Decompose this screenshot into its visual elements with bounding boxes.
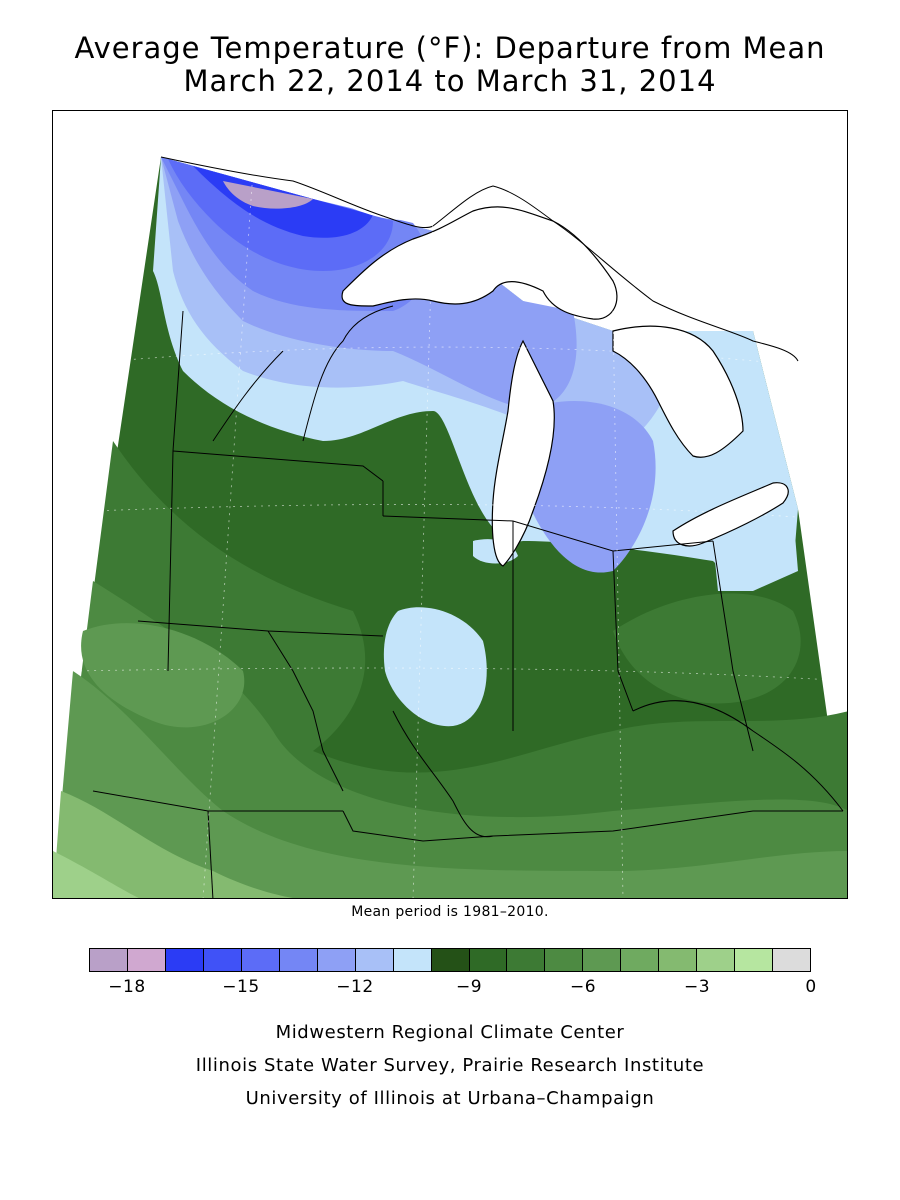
legend-swatch bbox=[355, 949, 394, 971]
legend-swatch bbox=[317, 949, 356, 971]
legend-swatch bbox=[507, 949, 546, 971]
color-scale-legend bbox=[89, 948, 811, 972]
lake-michigan bbox=[491, 339, 555, 567]
band-minus5 bbox=[53, 581, 847, 898]
band-minus2 bbox=[53, 851, 139, 898]
band-minus4-west bbox=[81, 623, 245, 728]
band-minus18 bbox=[223, 181, 313, 209]
band-minus10-michigan bbox=[523, 401, 656, 573]
legend-swatch bbox=[773, 949, 811, 971]
legend-tick-label: −18 bbox=[108, 977, 146, 997]
legend-swatch bbox=[621, 949, 660, 971]
credit-isws: Illinois State Water Survey, Prairie Res… bbox=[195, 1055, 705, 1076]
legend-swatch bbox=[90, 949, 128, 971]
legend-swatch bbox=[165, 949, 204, 971]
legend-tick-label: −9 bbox=[455, 977, 483, 997]
band-minus9-illinois-blob bbox=[383, 607, 487, 727]
credit-uiuc: University of Illinois at Urbana–Champai… bbox=[245, 1088, 655, 1109]
legend-swatch bbox=[241, 949, 280, 971]
legend-tick-label: −6 bbox=[569, 977, 597, 997]
lake-huron bbox=[612, 325, 744, 458]
band-minus4 bbox=[53, 671, 847, 898]
map-title: Average Temperature (°F): Departure from… bbox=[74, 31, 826, 65]
great-lakes-shoreline bbox=[160, 156, 799, 362]
legend-swatch bbox=[279, 949, 318, 971]
legend-tick-label: −3 bbox=[683, 977, 711, 997]
band-minus9-ohio bbox=[713, 511, 798, 591]
mean-period-note: Mean period is 1981–2010. bbox=[351, 904, 549, 920]
canada-region bbox=[153, 111, 847, 351]
map-date-range: March 22, 2014 to March 31, 2014 bbox=[183, 64, 717, 98]
band-minus3 bbox=[53, 791, 293, 898]
legend-swatch bbox=[659, 949, 698, 971]
map-canvas bbox=[53, 111, 847, 898]
legend-swatch bbox=[127, 949, 166, 971]
legend-tick-label: −12 bbox=[336, 977, 374, 997]
legend-swatch bbox=[469, 949, 508, 971]
credit-mrcc: Midwestern Regional Climate Center bbox=[275, 1022, 625, 1043]
graticule bbox=[72, 170, 847, 898]
legend-swatch bbox=[393, 949, 432, 971]
temperature-departure-map bbox=[52, 110, 848, 899]
lake-erie bbox=[672, 482, 789, 547]
legend-swatch bbox=[697, 949, 736, 971]
state-boundaries bbox=[92, 305, 844, 898]
lake-superior bbox=[341, 206, 618, 320]
legend-swatch bbox=[431, 949, 470, 971]
legend-swatch bbox=[735, 949, 774, 971]
legend-swatch bbox=[545, 949, 584, 971]
legend-tick-label: −15 bbox=[222, 977, 260, 997]
legend-tick-label: 0 bbox=[805, 977, 817, 997]
legend-swatch bbox=[583, 949, 622, 971]
legend-swatch bbox=[203, 949, 242, 971]
